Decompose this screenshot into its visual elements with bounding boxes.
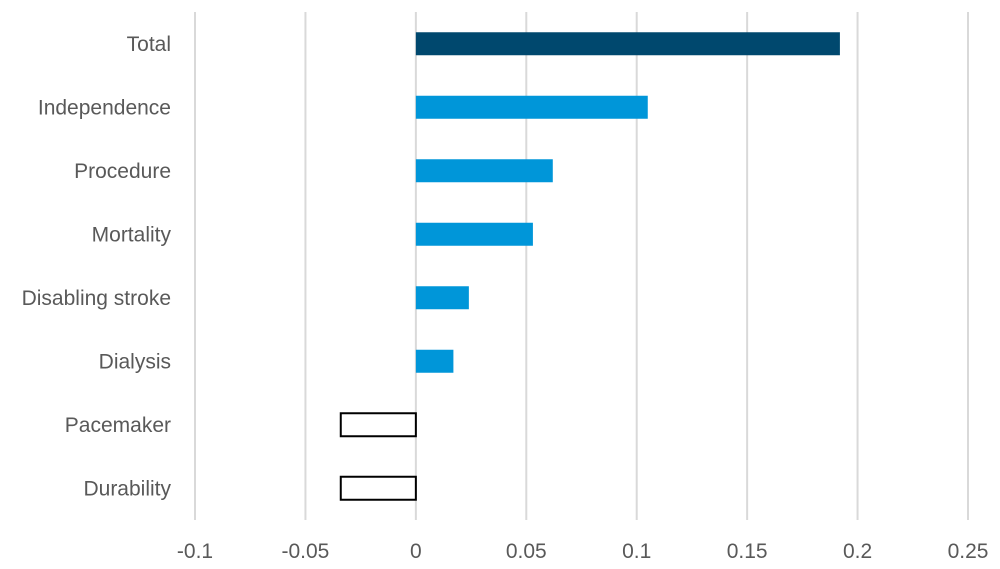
bar-procedure [415,159,553,183]
category-label: Disabling stroke [22,287,171,310]
bar-total [415,32,840,56]
bar-mortality [415,222,533,246]
bar-independence [415,95,648,119]
category-labels: Total Independence Procedure Mortality Disab… [22,33,172,501]
bar-disabling-stroke [415,286,469,310]
category-label: Mortality [92,223,172,246]
category-label: Dialysis [99,350,171,373]
category-label: Durability [83,477,171,500]
bar-pacemaker [339,412,417,438]
bars [339,32,840,501]
category-label: Independence [38,96,171,119]
x-tick-label: 0.05 [506,540,547,563]
x-tick-label: 0.1 [622,540,651,563]
bar-dialysis [415,349,454,373]
gridlines [194,12,969,520]
category-label: Total [127,33,171,56]
x-tick-labels: -0.1 -0.05 0 0.05 0.1 0.15 0.2 0.25 [177,540,989,563]
bar-durability [339,475,417,501]
x-tick-label: 0.25 [948,540,989,563]
x-tick-label: -0.1 [177,540,213,563]
x-tick-label: 0.15 [727,540,768,563]
category-label: Procedure [74,160,171,183]
x-tick-label: 0 [410,540,422,563]
x-tick-label: -0.05 [281,540,329,563]
category-label: Pacemaker [65,414,171,437]
x-tick-label: 0.2 [843,540,872,563]
